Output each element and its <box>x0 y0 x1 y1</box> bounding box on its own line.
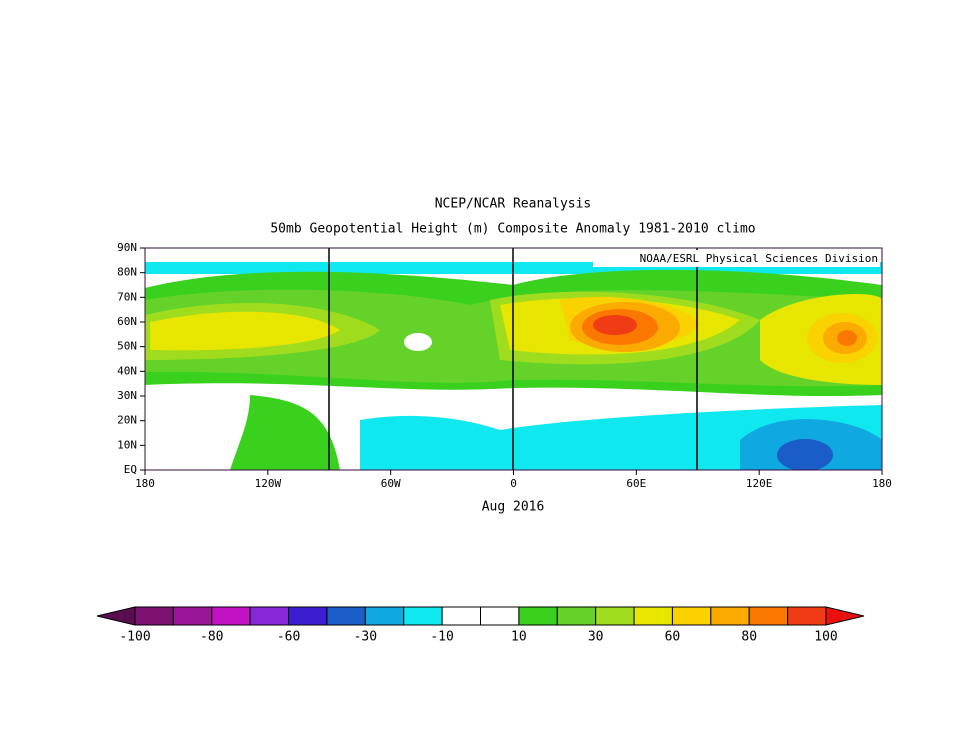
colorbar-label: -60 <box>277 630 300 645</box>
colorbar-box <box>710 606 750 626</box>
colorbar-box <box>211 606 251 626</box>
meridians <box>328 248 698 470</box>
lon-label: 0 <box>510 477 517 490</box>
colorbar-label: 100 <box>814 630 837 645</box>
colorbar-label: 30 <box>588 630 604 645</box>
colorbar-box <box>364 606 405 626</box>
date-label: Aug 2016 <box>482 500 545 515</box>
colorbar-label: 80 <box>741 630 757 645</box>
colorbar-high <box>825 606 865 626</box>
credit: NOAA/ESRL Physical Sciences Division <box>640 252 878 265</box>
colorbar-label: -10 <box>430 630 453 645</box>
colorbar: -100 -80 -60 -30 -10 10 30 60 80 100 <box>96 606 865 645</box>
lon-label: 60W <box>381 477 401 490</box>
lat-label: 90N <box>117 241 137 254</box>
lat-label: 30N <box>117 389 137 402</box>
colorbar-box <box>518 606 558 626</box>
credit-box <box>593 250 880 267</box>
colorbar-label: -30 <box>354 630 377 645</box>
colorbar-box <box>288 606 328 626</box>
colorbar-label: 60 <box>665 630 681 645</box>
colorbar-box <box>134 606 174 626</box>
lon-label: 60E <box>626 477 646 490</box>
colorbar-box <box>480 606 520 626</box>
lon-label: 180 <box>872 477 892 490</box>
axes: EQ 10N 20N 30N 40N 50N 60N 70N 80N 90N 180 120W 60W 0… <box>117 241 892 490</box>
lat-label: 80N <box>117 266 137 279</box>
lat-label: EQ <box>124 463 137 476</box>
colorbar-box <box>403 606 443 626</box>
colorbar-box <box>748 606 789 626</box>
lat-label: 20N <box>117 414 137 427</box>
lat-label: 40N <box>117 364 137 377</box>
lat-label: 70N <box>117 290 137 303</box>
colorbar-low <box>96 606 136 626</box>
colorbar-box <box>326 606 366 626</box>
lon-label: 120W <box>255 477 282 490</box>
colorbar-box <box>787 606 827 626</box>
colorbar-box <box>633 606 673 626</box>
colorbar-box <box>671 606 712 626</box>
lat-label: 50N <box>117 340 137 353</box>
colorbar-label: 10 <box>511 630 527 645</box>
lat-label: 60N <box>117 315 137 328</box>
colorbar-label: -100 <box>119 630 150 645</box>
lon-label: 120E <box>746 477 773 490</box>
lon-label: 180 <box>135 477 155 490</box>
colorbar-label: -80 <box>200 630 223 645</box>
colorbar-box <box>595 606 635 626</box>
colorbar-box <box>441 606 482 626</box>
colorbar-box <box>556 606 597 626</box>
title: NCEP/NCAR Reanalysis <box>435 197 592 212</box>
subtitle: 50mb Geopotential Height (m) Composite A… <box>270 222 755 237</box>
colorbar-box <box>249 606 290 626</box>
colorbar-box <box>172 606 213 626</box>
lat-label: 10N <box>117 438 137 451</box>
